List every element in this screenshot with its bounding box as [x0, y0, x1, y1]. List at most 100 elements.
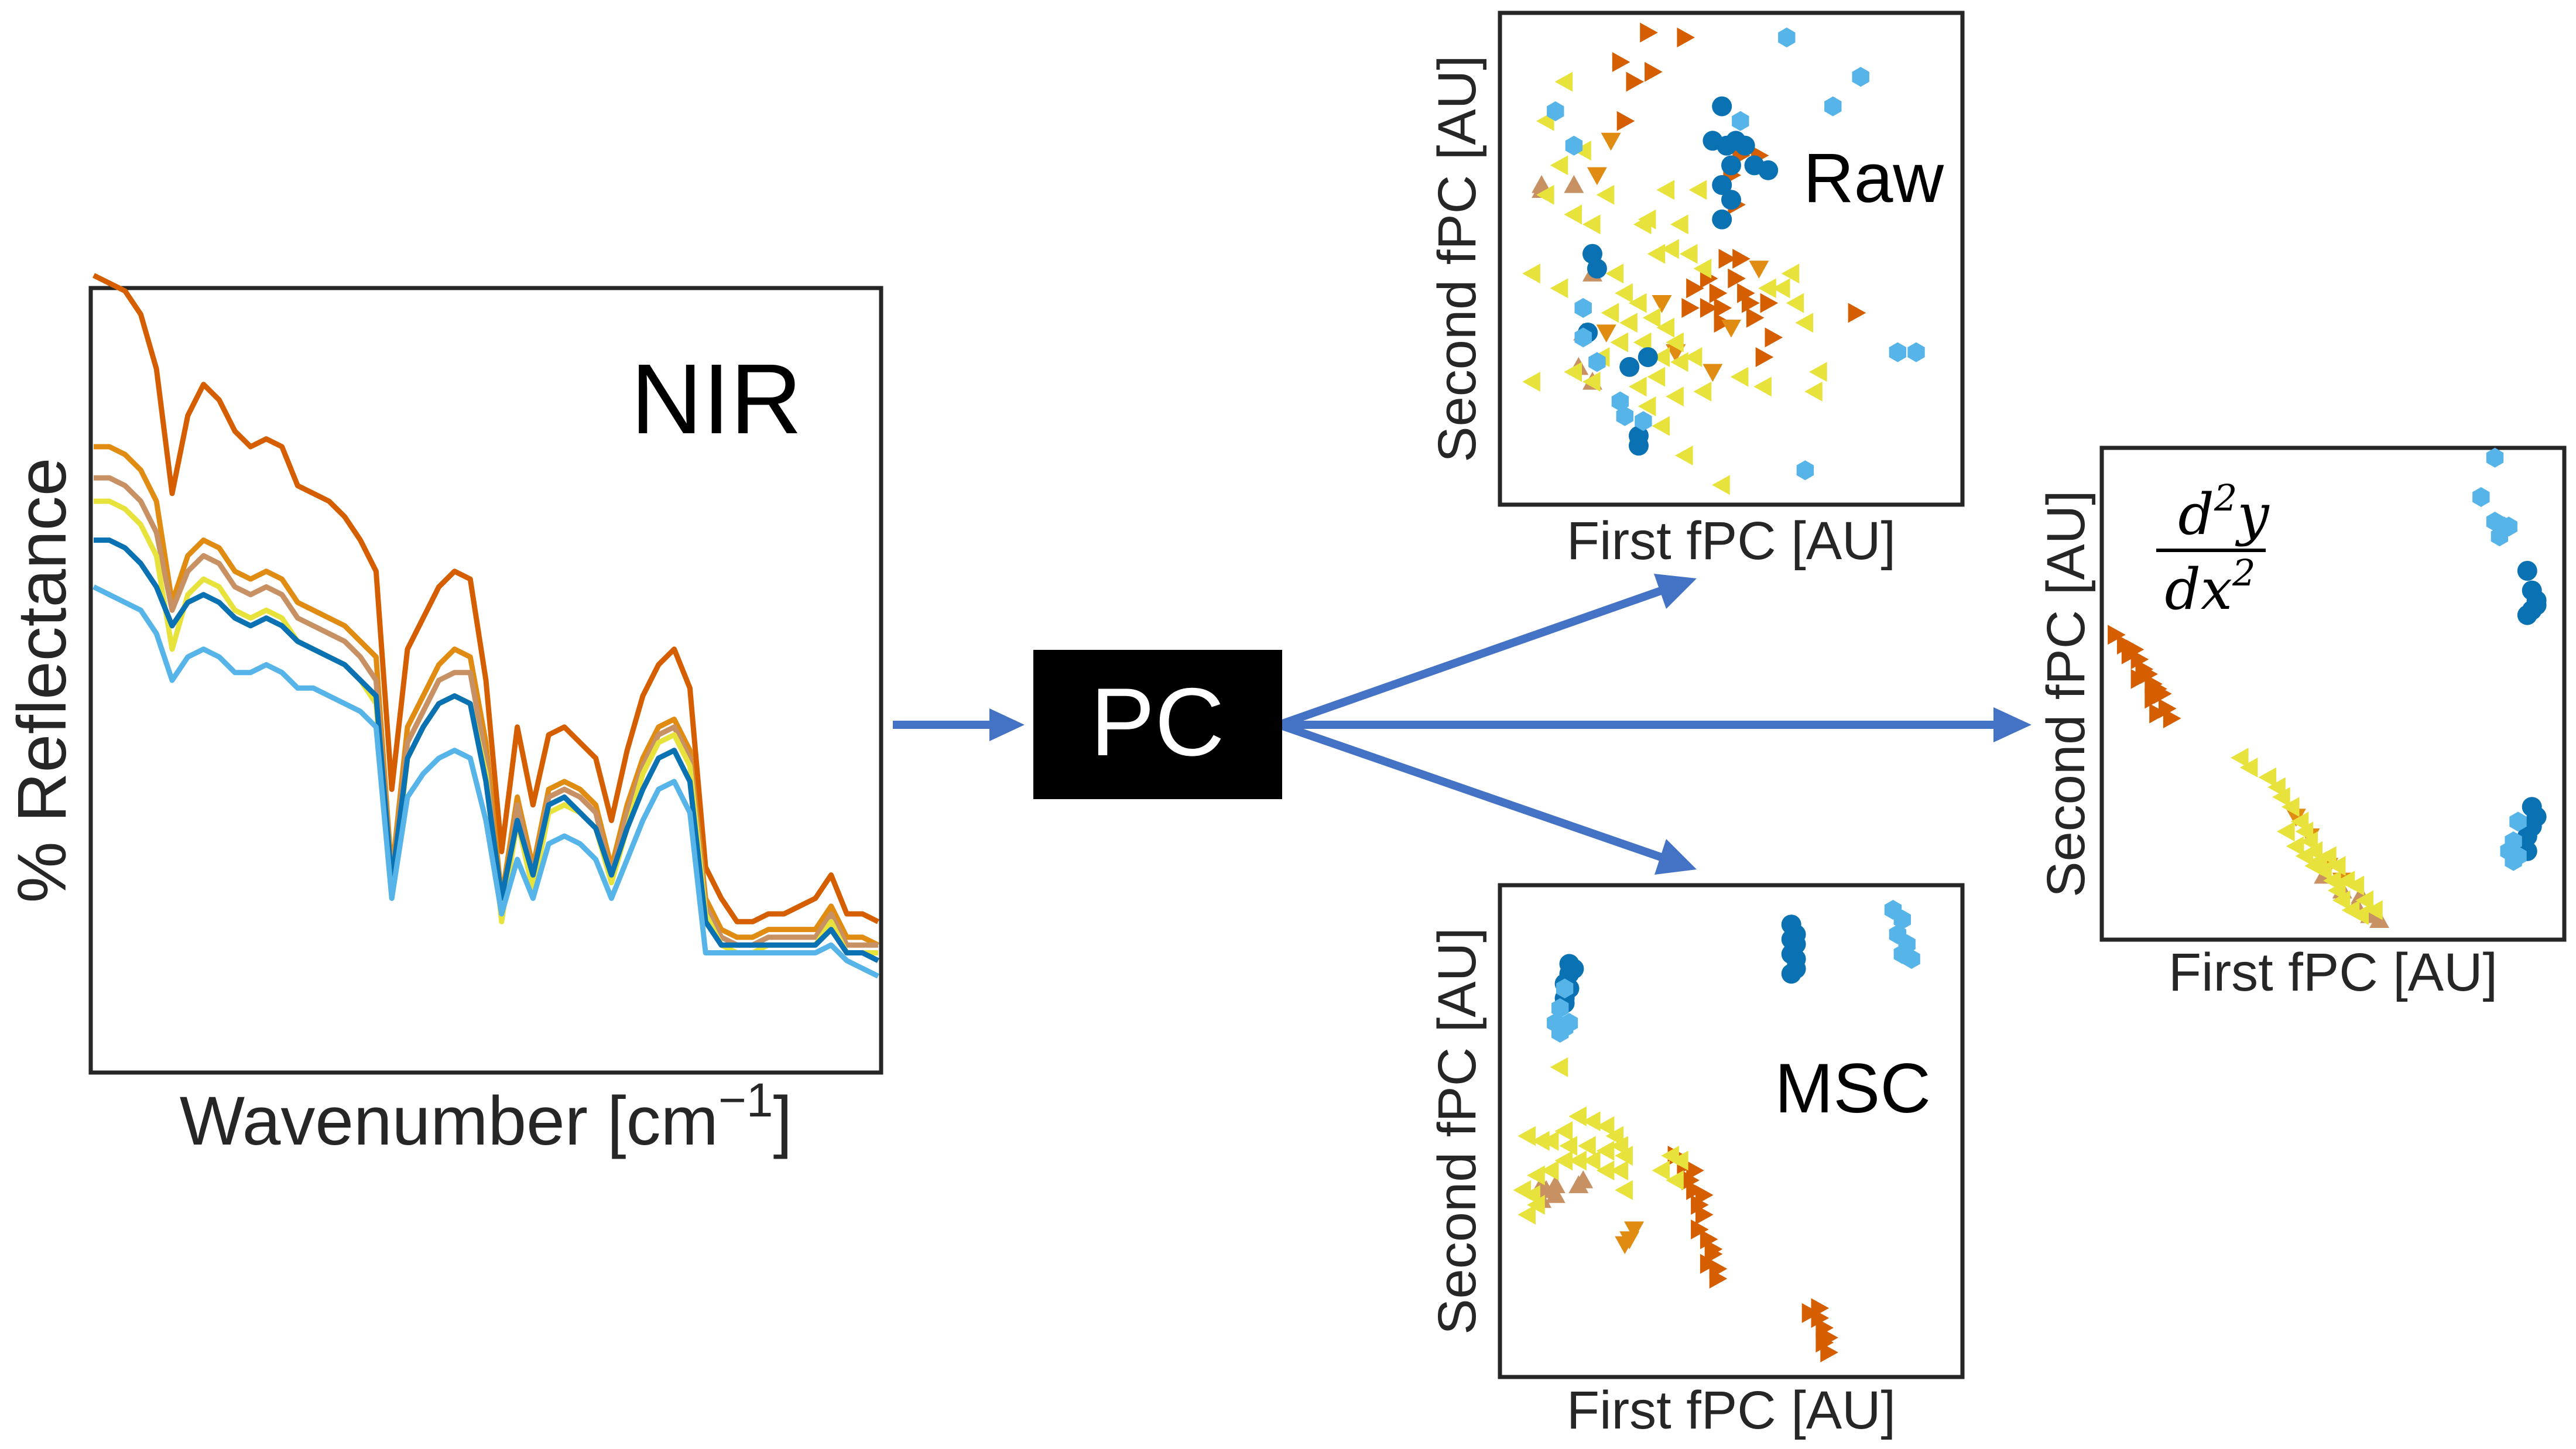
- msc-point-orange_red-20: [1815, 1332, 1834, 1353]
- raw-point-yellow-36: [1564, 362, 1582, 382]
- raw-point-light_blue-5: [1565, 135, 1583, 156]
- msc-point-yellow-16: [1554, 1150, 1573, 1171]
- msc-point-orange-3: [1615, 1236, 1635, 1255]
- raw-point-yellow-10: [1670, 214, 1688, 235]
- raw-point-orange_red-11: [1718, 249, 1737, 269]
- raw-point-yellow-32: [1610, 332, 1628, 352]
- raw-point-blue-8: [1758, 160, 1779, 180]
- msc-point-yellow-28: [1666, 1170, 1684, 1190]
- msc-point-yellow-1: [1550, 1057, 1568, 1077]
- raw-point-orange_red-26: [1709, 283, 1728, 303]
- msc-point-yellow-6: [1568, 1106, 1587, 1126]
- raw-point-yellow-1: [1554, 71, 1573, 92]
- derivative-point-yellow-27: [2365, 900, 2383, 920]
- derivative-point-yellow-21: [2304, 856, 2322, 876]
- raw-point-orange_red-21: [1765, 327, 1783, 348]
- raw-point-light_blue-6: [1732, 111, 1749, 131]
- msc-point-yellow-20: [1527, 1195, 1545, 1215]
- derivative-x-axis-label: First fPC [AU]: [2169, 943, 2498, 1002]
- pc-box: PC: [1033, 650, 1282, 799]
- msc-panel: MSC First fPC [AU] Second fPC [AU]: [1427, 883, 1965, 1440]
- msc-point-yellow-22: [1513, 1180, 1532, 1200]
- msc-scatter-points: [1513, 900, 1920, 1362]
- raw-point-yellow-39: [1670, 352, 1688, 372]
- raw-point-orange_red-25: [1681, 298, 1700, 318]
- raw-point-blue-15: [1619, 357, 1640, 377]
- msc-point-orange_red-4: [1686, 1180, 1704, 1200]
- derivative-point-light_blue-11: [2505, 851, 2522, 871]
- nir-spectrum-line-6: [92, 584, 880, 979]
- raw-point-orange_red-18: [1760, 293, 1779, 313]
- derivative-point-yellow-18: [2277, 821, 2295, 842]
- msc-label: MSC: [1775, 1049, 1931, 1128]
- raw-point-orange_red-13: [1728, 268, 1746, 289]
- raw-point-orange_red-3: [1612, 52, 1630, 72]
- nir-label: NIR: [631, 344, 802, 455]
- raw-point-yellow-38: [1684, 347, 1703, 367]
- raw-point-yellow-18: [1679, 244, 1698, 264]
- derivative-point-light_blue-2: [2472, 487, 2490, 507]
- msc-point-yellow-11: [1615, 1146, 1633, 1166]
- raw-point-yellow-53: [1656, 180, 1674, 200]
- msc-point-tan-7: [1545, 1185, 1566, 1203]
- derivative-point-orange_red-2: [2116, 635, 2135, 655]
- derivative-point-yellow-26: [2355, 890, 2373, 910]
- arrow-pc-to-derivative: [1279, 707, 2032, 742]
- msc-point-orange_red-12: [1709, 1269, 1728, 1289]
- raw-point-yellow-54: [1638, 209, 1656, 229]
- derivative-point-yellow-23: [2327, 856, 2346, 876]
- derivative-point-orange-1: [2286, 809, 2306, 827]
- nir-spectra-lines: [92, 273, 880, 979]
- msc-point-yellow-30: [1661, 1146, 1679, 1166]
- raw-point-orange-6: [1721, 320, 1741, 338]
- raw-point-orange_red-19: [1742, 293, 1760, 313]
- raw-point-yellow-3: [1550, 155, 1568, 176]
- raw-point-orange_red-23: [1755, 347, 1774, 367]
- raw-point-orange_red-15: [1700, 298, 1718, 318]
- raw-point-yellow-11: [1688, 180, 1707, 200]
- msc-point-orange_red-6: [1695, 1204, 1714, 1225]
- derivative-point-yellow-17: [2351, 905, 2369, 925]
- raw-point-blue-4: [1721, 155, 1741, 176]
- raw-point-yellow-19: [1693, 258, 1712, 279]
- raw-point-yellow-42: [1638, 396, 1656, 416]
- msc-point-yellow-12: [1610, 1160, 1628, 1181]
- raw-point-yellow-4: [1536, 184, 1554, 205]
- msc-point-yellow-23: [1559, 1136, 1578, 1156]
- raw-point-yellow-29: [1652, 347, 1670, 367]
- raw-point-blue-9: [1712, 175, 1732, 195]
- raw-point-light_blue-13: [1889, 342, 1907, 362]
- derivative-denominator: dx2: [2164, 551, 2255, 622]
- derivative-point-orange_red-12: [2126, 639, 2145, 660]
- raw-point-blue-13: [1587, 258, 1607, 279]
- msc-point-tan-5: [1573, 1170, 1594, 1188]
- derivative-point-yellow-6: [2281, 797, 2300, 817]
- raw-point-yellow-6: [1596, 184, 1615, 205]
- derivative-point-yellow-15: [2332, 890, 2351, 910]
- raw-point-orange_red-5: [1616, 111, 1635, 131]
- raw-point-orange_red-27: [1732, 249, 1751, 269]
- raw-point-orange-7: [1652, 295, 1672, 313]
- msc-point-light_blue-1: [1556, 978, 1574, 999]
- raw-point-yellow-52: [1712, 475, 1730, 495]
- raw-panel: Raw First fPC [AU] Second fPC [AU]: [1427, 11, 1965, 571]
- raw-point-light_blue-12: [1635, 411, 1652, 431]
- raw-point-orange_red-1: [1640, 22, 1658, 43]
- raw-point-light_blue-1: [1778, 28, 1796, 47]
- derivative-point-light_blue-7: [2509, 811, 2527, 832]
- raw-point-yellow-13: [1550, 278, 1568, 299]
- msc-point-orange_red-15: [1686, 1160, 1704, 1181]
- raw-point-yellow-44: [1693, 381, 1712, 402]
- raw-point-yellow-37: [1522, 372, 1540, 392]
- raw-point-orange_red-22: [1746, 307, 1765, 328]
- derivative-label: d2y dx2: [2156, 477, 2270, 622]
- raw-point-light_blue-15: [1796, 460, 1814, 481]
- raw-point-orange_red-24: [1848, 303, 1866, 323]
- raw-point-yellow-35: [1582, 372, 1601, 392]
- raw-point-yellow-48: [1804, 381, 1823, 402]
- pc-box-background: [1033, 650, 1282, 799]
- raw-scatter-points: [1522, 22, 1925, 495]
- msc-x-axis-label: First fPC [AU]: [1567, 1381, 1896, 1440]
- msc-point-yellow-4: [1540, 1131, 1559, 1151]
- raw-point-orange-3: [1596, 324, 1616, 342]
